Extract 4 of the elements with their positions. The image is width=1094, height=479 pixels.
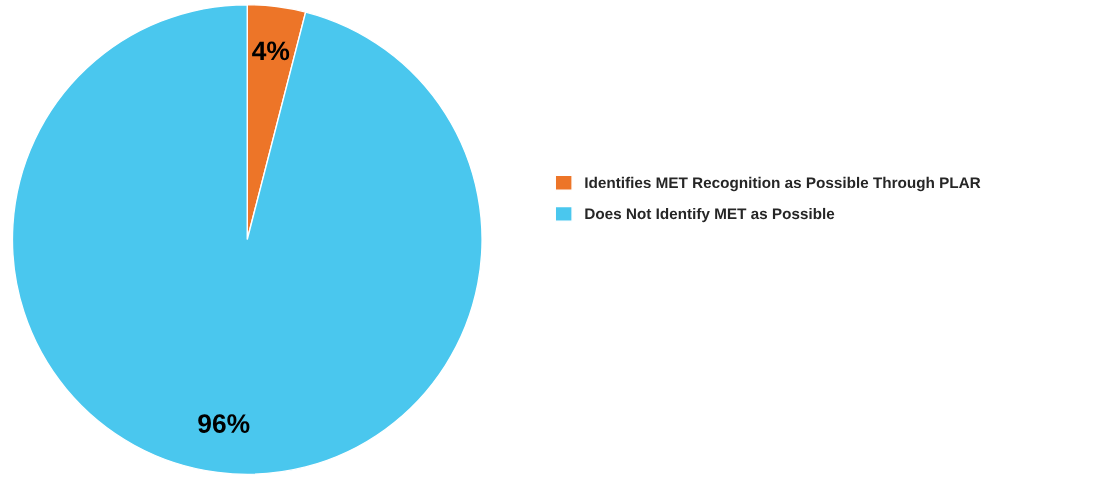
data-label: 96% bbox=[198, 414, 250, 433]
data-label: 4% bbox=[252, 41, 290, 61]
legend-label: Identifies MET Recognition as Possible Through PLAR bbox=[585, 176, 981, 192]
legend-label: Does Not Identify MET as Possible bbox=[585, 207, 835, 223]
